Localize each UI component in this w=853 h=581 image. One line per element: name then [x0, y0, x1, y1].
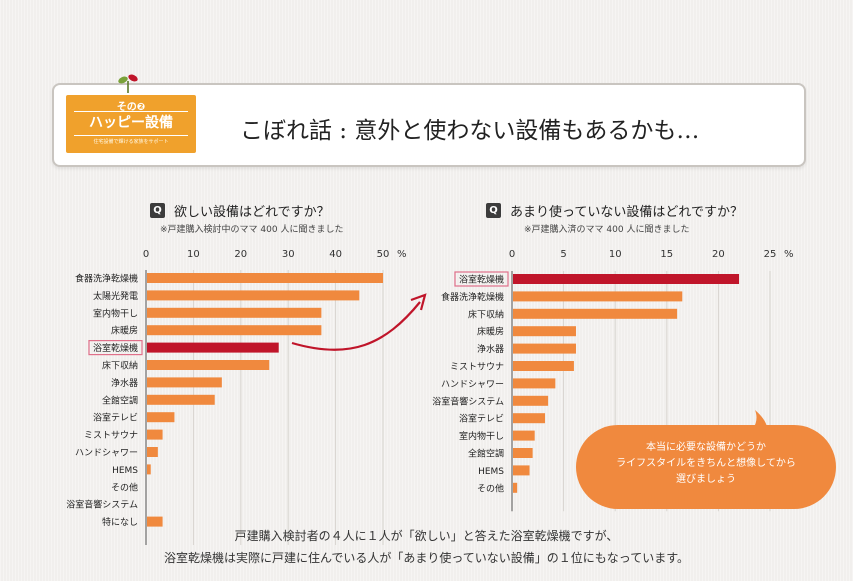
- bar: [513, 430, 535, 441]
- tick-label: 0: [509, 249, 515, 260]
- bar: [513, 448, 533, 458]
- category-label: 食器洗浄乾燥機: [441, 291, 504, 303]
- bar: [513, 326, 576, 337]
- sprout-icon: [118, 74, 138, 93]
- advice-bubble: [576, 425, 836, 509]
- tick-label: 10: [187, 249, 200, 260]
- category-label: 全館空調: [468, 448, 504, 460]
- bar: [513, 378, 556, 389]
- category-badge: その❷ ハッピー設備 住宅設備で輝ける家族をサポート: [66, 95, 196, 153]
- advice-line: ライフスタイルをきちんと想像してから: [616, 458, 796, 469]
- category-label: HEMS: [112, 466, 138, 476]
- footer-line: 浴室乾燥機は実際に戸建に住んでいる人が「あまり使っていない設備」の１位にもなって…: [163, 551, 689, 565]
- category-label: 食器洗浄乾燥機: [75, 273, 138, 285]
- bar: [147, 377, 222, 388]
- bar: [147, 325, 322, 336]
- bar: [147, 429, 163, 440]
- highlight-frame: [454, 271, 509, 287]
- question-icon-right: Q: [486, 203, 501, 218]
- chart-unused: 0 5 10 15 20 25 % 浴室乾燥機食器洗浄乾燥機床下収納床暖房浄水器ミストサウナハ…: [432, 249, 794, 512]
- bar: [513, 343, 576, 354]
- category-label: 浄水器: [477, 343, 504, 355]
- category-label: ハンドシャワー: [441, 380, 504, 390]
- category-label: 浄水器: [111, 377, 138, 389]
- chart-title-left: 欲しい設備はどれですか？: [174, 205, 330, 220]
- footer-line: 戸建購入検討者の４人に１人が「欲しい」と答えた浴室乾燥機ですが、: [234, 529, 619, 543]
- axis-unit: %: [397, 249, 407, 260]
- page-title: こぼれ話 : 意外と使わない設備もあるかも…: [240, 118, 700, 144]
- connector-arrowhead: [410, 293, 427, 311]
- tick-label: 10: [609, 249, 622, 260]
- bar: [147, 464, 151, 475]
- category-label: 浴室乾燥機: [459, 274, 504, 286]
- category-label: 太陽光発電: [93, 290, 138, 302]
- bar: [147, 342, 279, 353]
- category-label: 室内物干し: [459, 430, 504, 442]
- advice-line: 本当に必要な設備かどうか: [646, 442, 766, 453]
- category-label: 浴室テレビ: [93, 412, 138, 424]
- chart-title-right: あまり使っていない設備はどれですか？: [510, 205, 743, 220]
- advice-line: 選びましょう: [676, 474, 736, 485]
- highlight-frame: [88, 340, 143, 356]
- bar: [513, 274, 740, 284]
- category-label: その他: [477, 482, 504, 494]
- bar: [147, 273, 383, 283]
- category-label: 浴室乾燥機: [93, 342, 138, 354]
- bar: [513, 413, 546, 424]
- bar: [513, 291, 683, 302]
- bar: [513, 361, 574, 371]
- chart-wants: 0 10 20 30 40 50 % 食器洗浄乾燥機太陽光発電室内物干し床暖房浴室乾燥機床下収…: [66, 249, 407, 545]
- bar: [147, 290, 360, 301]
- category-label: 床暖房: [477, 326, 504, 338]
- bar: [513, 395, 549, 406]
- chart-subtitle-right: ※戸建購入済のママ 400 人に聞きました: [524, 225, 690, 235]
- bar: [147, 447, 158, 457]
- tick-label: 30: [282, 249, 295, 260]
- bar: [147, 307, 322, 318]
- tick-label: 20: [712, 249, 725, 260]
- badge-title: ハッピー設備: [74, 111, 188, 136]
- tick-label: 15: [660, 249, 673, 260]
- bar: [147, 394, 215, 405]
- tick-label: 0: [143, 249, 149, 260]
- axis-unit: %: [784, 249, 794, 260]
- tick-label: 50: [377, 249, 390, 260]
- tick-label: 25: [764, 249, 777, 260]
- bar: [513, 465, 530, 476]
- category-label: HEMS: [478, 467, 504, 477]
- category-label: ミストサウナ: [84, 430, 138, 441]
- bar: [147, 412, 175, 423]
- category-label: ミストサウナ: [450, 362, 504, 373]
- bar: [513, 308, 678, 319]
- category-label: 浴室音響システム: [432, 395, 504, 407]
- connector-arrow: [291, 301, 421, 351]
- category-label: 床暖房: [111, 325, 138, 337]
- category-label: 床下収納: [468, 308, 504, 320]
- badge-subtitle: 住宅設備で輝ける家族をサポート: [93, 139, 169, 145]
- tick-label: 20: [234, 249, 247, 260]
- chart-subtitle-left: ※戸建購入検討中のママ 400 人に聞きました: [160, 225, 344, 235]
- question-icon-left: Q: [150, 203, 165, 218]
- bar: [147, 360, 270, 370]
- category-label: 室内物干し: [93, 307, 138, 319]
- category-label: 全館空調: [102, 394, 138, 406]
- category-label: 特になし: [102, 516, 138, 528]
- category-label: その他: [111, 481, 138, 493]
- tick-label: 5: [560, 249, 566, 260]
- tick-label: 40: [329, 249, 342, 260]
- category-label: 浴室音響システム: [66, 499, 138, 511]
- category-label: 浴室テレビ: [459, 413, 504, 425]
- bar: [513, 482, 518, 493]
- footer-caption: 戸建購入検討者の４人に１人が「欲しい」と答えた浴室乾燥機ですが、 浴室乾燥機は実…: [0, 525, 853, 569]
- bar: [147, 516, 163, 527]
- advice-text: 本当に必要な設備かどうか ライフスタイルをきちんと想像してから 選びましょう: [576, 440, 836, 488]
- category-label: 床下収納: [102, 360, 138, 372]
- category-label: ハンドシャワー: [75, 449, 138, 459]
- badge-number: その❷: [116, 102, 146, 113]
